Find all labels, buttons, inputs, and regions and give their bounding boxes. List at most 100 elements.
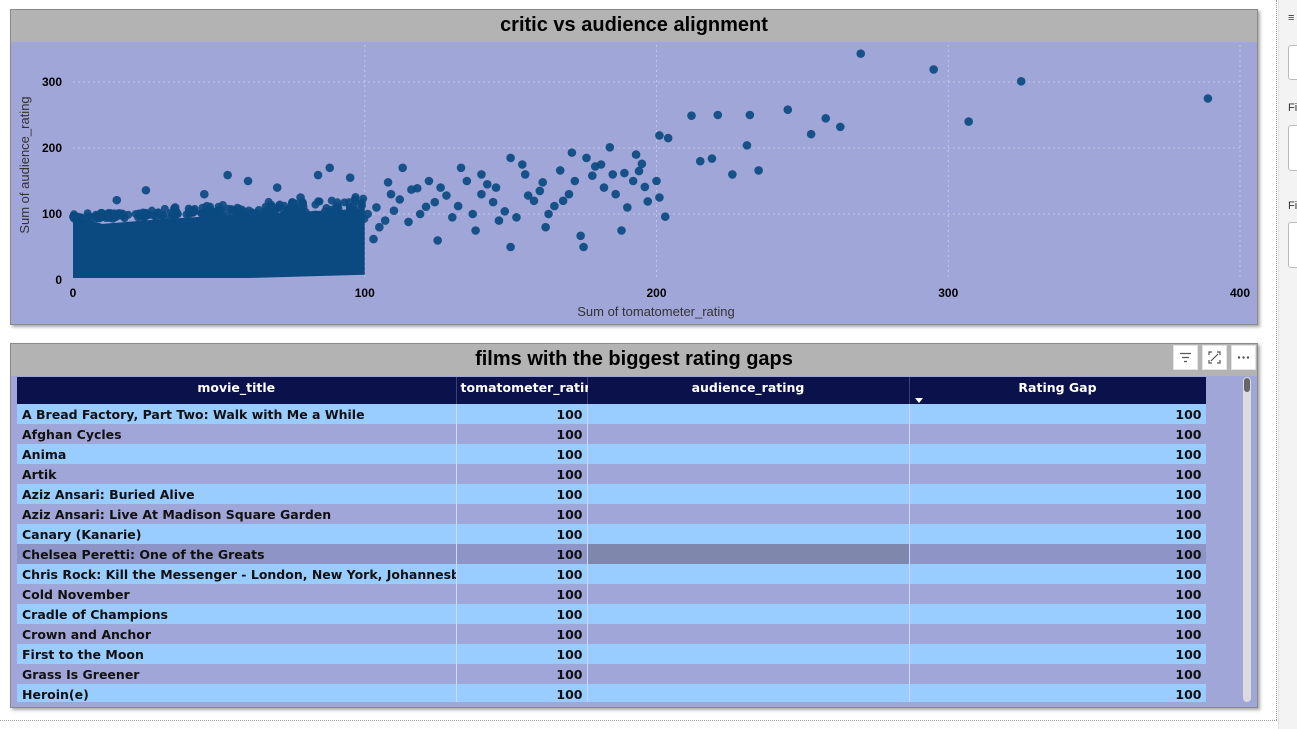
cell-movie-title[interactable]: Afghan Cycles xyxy=(17,424,457,444)
pane-filter-well[interactable] xyxy=(1288,222,1297,268)
data-point[interactable] xyxy=(243,176,253,186)
data-point[interactable] xyxy=(582,153,591,163)
data-point[interactable] xyxy=(555,166,565,175)
table-row[interactable]: Aziz Ansari: Buried Alive 100 100 xyxy=(17,484,1206,504)
more-options-icon[interactable] xyxy=(1231,345,1256,370)
scrollbar-thumb[interactable] xyxy=(1244,378,1250,392)
data-point[interactable] xyxy=(223,170,232,180)
data-point[interactable] xyxy=(623,203,632,212)
data-point[interactable] xyxy=(620,168,629,178)
cell-audience-rating[interactable] xyxy=(587,564,910,584)
data-point[interactable] xyxy=(506,153,515,163)
column-header-audience-rating[interactable]: audience_rating xyxy=(587,377,910,404)
cell-audience-rating[interactable] xyxy=(587,464,910,484)
cell-rating-gap[interactable]: 100 xyxy=(909,584,1206,604)
table-row[interactable]: Anima 100 100 xyxy=(17,444,1206,464)
data-point[interactable] xyxy=(517,160,527,169)
cell-movie-title[interactable]: Canary (Kanarie) xyxy=(17,524,457,544)
data-point[interactable] xyxy=(313,170,323,180)
cell-rating-gap[interactable]: 100 xyxy=(909,444,1206,464)
cell-rating-gap[interactable]: 100 xyxy=(909,404,1206,424)
data-point[interactable] xyxy=(695,156,705,166)
data-point[interactable] xyxy=(398,163,407,173)
data-point[interactable] xyxy=(529,196,539,206)
cell-movie-title[interactable]: Crown and Anchor xyxy=(17,624,457,644)
column-header-movie-title[interactable]: movie_title xyxy=(17,377,457,404)
data-point[interactable] xyxy=(523,191,533,200)
data-point[interactable] xyxy=(588,171,597,181)
data-point[interactable] xyxy=(631,150,641,159)
data-point[interactable] xyxy=(964,117,973,126)
cell-rating-gap[interactable]: 100 xyxy=(909,524,1206,544)
column-header-tomatometer-rating[interactable]: tomatometer_rating xyxy=(456,377,602,404)
table-row[interactable]: Cradle of Champions 100 100 xyxy=(17,604,1206,624)
data-point[interactable] xyxy=(1203,94,1213,103)
cell-audience-rating[interactable] xyxy=(587,584,910,604)
data-point[interactable] xyxy=(564,189,574,199)
cell-tomatometer-rating[interactable]: 100 xyxy=(456,564,588,584)
data-point[interactable] xyxy=(363,209,372,219)
cell-rating-gap[interactable]: 100 xyxy=(909,424,1206,444)
cell-tomatometer-rating[interactable]: 100 xyxy=(456,504,588,524)
data-point[interactable] xyxy=(386,189,396,199)
data-point[interactable] xyxy=(430,197,440,207)
data-point[interactable] xyxy=(415,209,425,219)
cell-movie-title[interactable]: Anima xyxy=(17,444,457,464)
table-row[interactable]: Crown and Anchor 100 100 xyxy=(17,624,1206,644)
cell-rating-gap[interactable]: 100 xyxy=(909,644,1206,664)
cell-movie-title[interactable]: Heroin(e) xyxy=(17,684,457,702)
data-point[interactable] xyxy=(296,193,305,202)
scatter-chart-visual[interactable]: 0 100 200 300 400 0 100 200 300 Sum of tomatomet… xyxy=(10,9,1258,325)
table-body-container[interactable]: movie_title tomatometer_rating audience_… xyxy=(17,377,1206,702)
table-scrollbar[interactable] xyxy=(1243,377,1251,702)
data-point[interactable] xyxy=(637,159,647,169)
cell-audience-rating[interactable] xyxy=(587,664,910,684)
data-point[interactable] xyxy=(199,189,209,199)
table-row[interactable]: Artik 100 100 xyxy=(17,464,1206,484)
data-point[interactable] xyxy=(538,178,548,187)
data-point[interactable] xyxy=(745,110,755,120)
data-point[interactable] xyxy=(806,129,816,139)
cell-audience-rating[interactable] xyxy=(587,604,910,624)
table-row[interactable]: Chris Rock: Kill the Messenger - London,… xyxy=(17,564,1206,584)
rating-gap-table-visual[interactable]: films with the biggest rating gaps movie… xyxy=(10,343,1258,708)
cell-tomatometer-rating[interactable]: 100 xyxy=(456,644,588,664)
data-point[interactable] xyxy=(389,206,399,215)
data-point[interactable] xyxy=(375,222,384,232)
cell-audience-rating[interactable] xyxy=(587,484,910,504)
data-point[interactable] xyxy=(421,202,431,212)
table-row[interactable]: First to the Moon 100 100 xyxy=(17,644,1206,664)
data-point[interactable] xyxy=(655,193,664,202)
cell-rating-gap[interactable]: 100 xyxy=(909,624,1206,644)
data-point[interactable] xyxy=(570,176,580,186)
cell-rating-gap[interactable]: 100 xyxy=(909,564,1206,584)
data-point[interactable] xyxy=(611,189,620,199)
filter-icon[interactable] xyxy=(1173,345,1198,370)
cell-movie-title[interactable]: Chris Rock: Kill the Messenger - London,… xyxy=(17,564,457,584)
data-point[interactable] xyxy=(325,163,335,173)
data-point[interactable] xyxy=(372,203,381,212)
data-point[interactable] xyxy=(141,185,151,195)
data-point[interactable] xyxy=(494,216,504,225)
cell-tomatometer-rating[interactable]: 100 xyxy=(456,424,588,444)
data-point[interactable] xyxy=(579,242,588,252)
cell-tomatometer-rating[interactable]: 100 xyxy=(456,444,588,464)
cell-rating-gap[interactable]: 100 xyxy=(909,464,1206,484)
data-point[interactable] xyxy=(567,148,577,157)
data-point[interactable] xyxy=(617,226,626,235)
table-row[interactable]: Grass Is Greener 100 100 xyxy=(17,664,1206,684)
cell-movie-title[interactable]: Cradle of Champions xyxy=(17,604,457,624)
cell-tomatometer-rating[interactable]: 100 xyxy=(456,464,588,484)
data-point[interactable] xyxy=(550,201,559,211)
cell-audience-rating[interactable] xyxy=(587,524,910,544)
focus-mode-icon[interactable] xyxy=(1202,345,1227,370)
data-point[interactable] xyxy=(345,173,355,182)
data-point[interactable] xyxy=(520,170,530,179)
cell-rating-gap[interactable]: 100 xyxy=(909,484,1206,504)
data-point[interactable] xyxy=(272,183,282,192)
cell-tomatometer-rating[interactable]: 100 xyxy=(456,584,588,604)
pane-filter-well[interactable] xyxy=(1288,125,1297,171)
data-point[interactable] xyxy=(599,183,609,192)
data-point[interactable] xyxy=(783,105,793,115)
data-point[interactable] xyxy=(728,170,737,179)
